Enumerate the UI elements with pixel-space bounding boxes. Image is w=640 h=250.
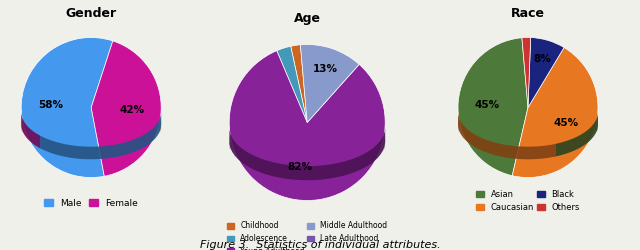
Ellipse shape [21, 115, 161, 137]
Ellipse shape [458, 114, 598, 136]
Wedge shape [522, 38, 531, 108]
Text: 82%: 82% [287, 162, 312, 172]
Wedge shape [458, 38, 528, 176]
Ellipse shape [458, 111, 598, 133]
Wedge shape [276, 46, 307, 122]
Polygon shape [556, 112, 598, 156]
Text: Figure 3.  Statistics of individual attributes.: Figure 3. Statistics of individual attri… [200, 240, 440, 250]
Wedge shape [528, 38, 564, 108]
Text: 13%: 13% [312, 64, 337, 74]
Ellipse shape [21, 111, 161, 133]
Legend: Childhood, Adolescence, Young Adulthood, Middle Adulthood, Late Adulthood: Childhood, Adolescence, Young Adulthood,… [224, 218, 390, 250]
Ellipse shape [21, 119, 161, 141]
Text: 42%: 42% [119, 105, 144, 115]
Ellipse shape [229, 134, 385, 158]
Wedge shape [512, 48, 598, 178]
Ellipse shape [21, 114, 161, 136]
Text: 45%: 45% [475, 100, 500, 110]
Legend: Male, Female: Male, Female [40, 195, 142, 212]
Wedge shape [21, 38, 113, 177]
Text: 45%: 45% [553, 118, 578, 128]
Ellipse shape [458, 110, 598, 132]
Ellipse shape [458, 119, 598, 141]
Wedge shape [229, 51, 385, 200]
Ellipse shape [458, 112, 598, 134]
Ellipse shape [458, 115, 598, 137]
Polygon shape [21, 112, 40, 148]
Ellipse shape [229, 126, 385, 151]
Ellipse shape [229, 125, 385, 150]
Ellipse shape [229, 129, 385, 154]
Title: Gender: Gender [66, 7, 116, 20]
Title: Race: Race [511, 7, 545, 20]
Ellipse shape [229, 128, 385, 153]
Wedge shape [91, 41, 161, 176]
Ellipse shape [21, 118, 161, 140]
Text: 8%: 8% [534, 54, 551, 64]
Polygon shape [40, 112, 161, 159]
Ellipse shape [458, 118, 598, 140]
Ellipse shape [21, 116, 161, 138]
Ellipse shape [229, 132, 385, 157]
Ellipse shape [229, 135, 385, 160]
Legend: Asian, Caucasian, Black, Others: Asian, Caucasian, Black, Others [473, 186, 583, 215]
Ellipse shape [21, 112, 161, 134]
Polygon shape [458, 112, 556, 159]
Polygon shape [229, 128, 385, 180]
Title: Age: Age [294, 12, 321, 25]
Ellipse shape [229, 131, 385, 156]
Ellipse shape [21, 110, 161, 132]
Wedge shape [291, 45, 307, 122]
Ellipse shape [458, 116, 598, 138]
Text: 58%: 58% [38, 100, 63, 110]
Wedge shape [300, 44, 359, 122]
